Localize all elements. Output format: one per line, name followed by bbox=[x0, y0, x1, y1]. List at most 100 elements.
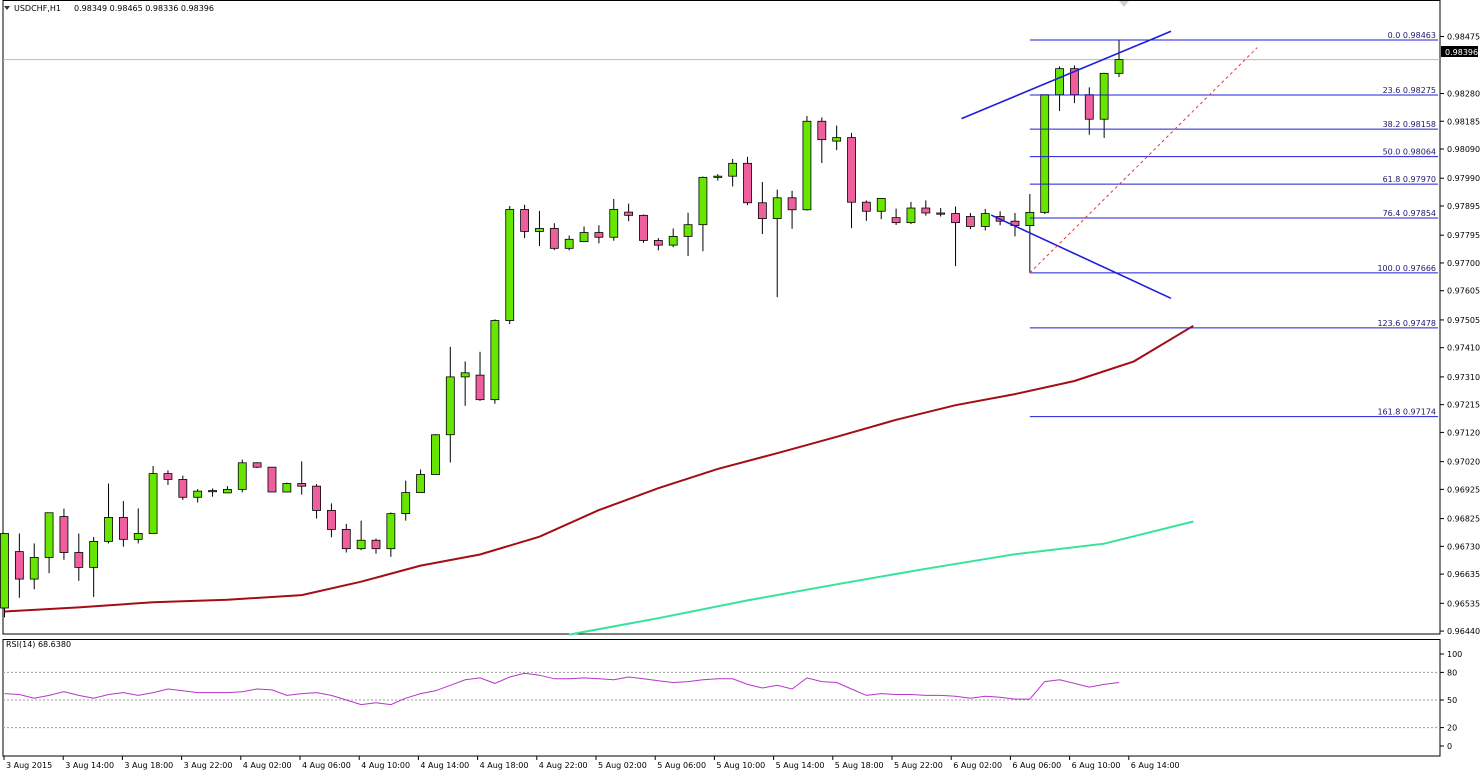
candle[interactable] bbox=[743, 156, 752, 206]
candle-body-bull bbox=[222, 488, 232, 494]
candle[interactable] bbox=[505, 205, 515, 325]
candle[interactable] bbox=[802, 115, 812, 211]
price-tick-label: 0.96535 bbox=[1447, 599, 1480, 608]
candle[interactable] bbox=[535, 210, 544, 247]
time-tick-label: 6 Aug 10:00 bbox=[1072, 761, 1121, 770]
candle[interactable] bbox=[237, 459, 247, 493]
time-tick-label: 5 Aug 18:00 bbox=[835, 761, 884, 770]
candle[interactable] bbox=[861, 200, 871, 221]
candle[interactable] bbox=[297, 461, 307, 495]
candle[interactable] bbox=[787, 190, 797, 229]
candle[interactable] bbox=[312, 484, 321, 519]
candle-body-bull bbox=[772, 197, 782, 219]
candle[interactable] bbox=[891, 208, 901, 225]
candle[interactable] bbox=[89, 537, 99, 597]
candle[interactable] bbox=[832, 125, 842, 151]
candle[interactable] bbox=[1040, 94, 1050, 214]
candle[interactable] bbox=[163, 470, 173, 485]
candle-body-bull bbox=[401, 492, 411, 515]
trendline-layer[interactable] bbox=[961, 30, 1258, 300]
candle[interactable] bbox=[490, 319, 500, 404]
candle[interactable] bbox=[118, 501, 128, 547]
price-tick-label: 0.98090 bbox=[1447, 145, 1480, 154]
candle[interactable] bbox=[460, 361, 470, 406]
chart-shift-marker-icon[interactable] bbox=[1119, 1, 1129, 7]
candle[interactable] bbox=[624, 203, 634, 222]
candle[interactable] bbox=[698, 176, 708, 252]
moving-average-2[interactable] bbox=[569, 520, 1194, 636]
candle[interactable] bbox=[29, 543, 39, 590]
candle[interactable] bbox=[728, 158, 738, 187]
candle[interactable] bbox=[609, 198, 619, 241]
candle[interactable] bbox=[222, 486, 232, 494]
candle[interactable] bbox=[386, 512, 396, 557]
candle-body-bull bbox=[1114, 59, 1124, 74]
candle[interactable] bbox=[401, 480, 411, 521]
candle[interactable] bbox=[639, 214, 648, 243]
candle[interactable] bbox=[966, 212, 975, 230]
candle[interactable] bbox=[74, 533, 84, 581]
lower-trendline[interactable] bbox=[990, 214, 1172, 300]
candle[interactable] bbox=[193, 489, 203, 503]
header-symbol: USDCHF,H1 bbox=[14, 4, 61, 13]
candle[interactable] bbox=[44, 512, 54, 574]
time-tick-label: 5 Aug 22:00 bbox=[894, 761, 943, 770]
fib-projection-line[interactable] bbox=[1029, 47, 1258, 274]
candle[interactable] bbox=[133, 508, 143, 544]
candle[interactable] bbox=[104, 483, 113, 544]
candle[interactable] bbox=[757, 182, 767, 235]
candle-body-bull bbox=[431, 434, 440, 475]
candle-body-bear bbox=[966, 216, 975, 227]
candle[interactable] bbox=[282, 482, 292, 493]
candle[interactable] bbox=[1055, 66, 1064, 112]
candle[interactable] bbox=[356, 520, 366, 551]
candle[interactable] bbox=[906, 201, 916, 225]
rsi-line[interactable] bbox=[4, 672, 1120, 706]
candle[interactable] bbox=[520, 204, 529, 239]
candle[interactable] bbox=[980, 208, 990, 231]
candle[interactable] bbox=[549, 223, 559, 251]
candle[interactable] bbox=[371, 538, 381, 554]
candle[interactable] bbox=[564, 235, 574, 251]
candle[interactable] bbox=[936, 208, 946, 217]
candle[interactable] bbox=[475, 351, 485, 401]
candle[interactable] bbox=[431, 434, 440, 475]
upper-trendline[interactable] bbox=[961, 30, 1172, 120]
candle[interactable] bbox=[579, 226, 589, 243]
candle-layer[interactable] bbox=[0, 39, 1124, 618]
price-tick-label: 0.96825 bbox=[1447, 515, 1480, 524]
candle[interactable] bbox=[772, 189, 782, 298]
candle[interactable] bbox=[178, 475, 188, 500]
candle[interactable] bbox=[59, 508, 69, 560]
candle-body-bull bbox=[698, 176, 708, 226]
candle[interactable] bbox=[921, 200, 931, 216]
candle[interactable] bbox=[847, 132, 856, 229]
fibonacci-layer[interactable]: 0.0 0.98463 23.6 0.98275 38.2 0.98158 50.0 … bbox=[1029, 31, 1438, 418]
candle[interactable] bbox=[0, 533, 9, 618]
candle[interactable] bbox=[252, 462, 262, 469]
candle[interactable] bbox=[1099, 72, 1109, 138]
candle[interactable] bbox=[14, 533, 24, 598]
candle[interactable] bbox=[208, 488, 217, 497]
candle-body-bear bbox=[921, 207, 931, 214]
candle[interactable] bbox=[267, 466, 277, 493]
time-tick-label: 4 Aug 18:00 bbox=[480, 761, 529, 770]
candle[interactable] bbox=[951, 206, 960, 267]
price-tick-label: 0.97215 bbox=[1447, 401, 1480, 410]
candle[interactable] bbox=[876, 197, 886, 220]
candle[interactable] bbox=[416, 469, 425, 493]
candle[interactable] bbox=[1114, 39, 1124, 78]
candle[interactable] bbox=[653, 238, 663, 251]
price-badge-text: 0.98396 bbox=[1445, 48, 1478, 57]
candle[interactable] bbox=[817, 117, 827, 164]
candle[interactable] bbox=[594, 225, 604, 244]
fib-level-label: 38.2 0.98158 bbox=[1383, 120, 1436, 129]
candle[interactable] bbox=[148, 466, 158, 534]
candle[interactable] bbox=[683, 212, 693, 256]
candle[interactable] bbox=[327, 503, 336, 538]
candle[interactable] bbox=[445, 346, 455, 463]
candle[interactable] bbox=[713, 174, 723, 181]
candle[interactable] bbox=[341, 523, 351, 553]
candle[interactable] bbox=[668, 228, 678, 248]
moving-average-1[interactable] bbox=[4, 324, 1194, 613]
